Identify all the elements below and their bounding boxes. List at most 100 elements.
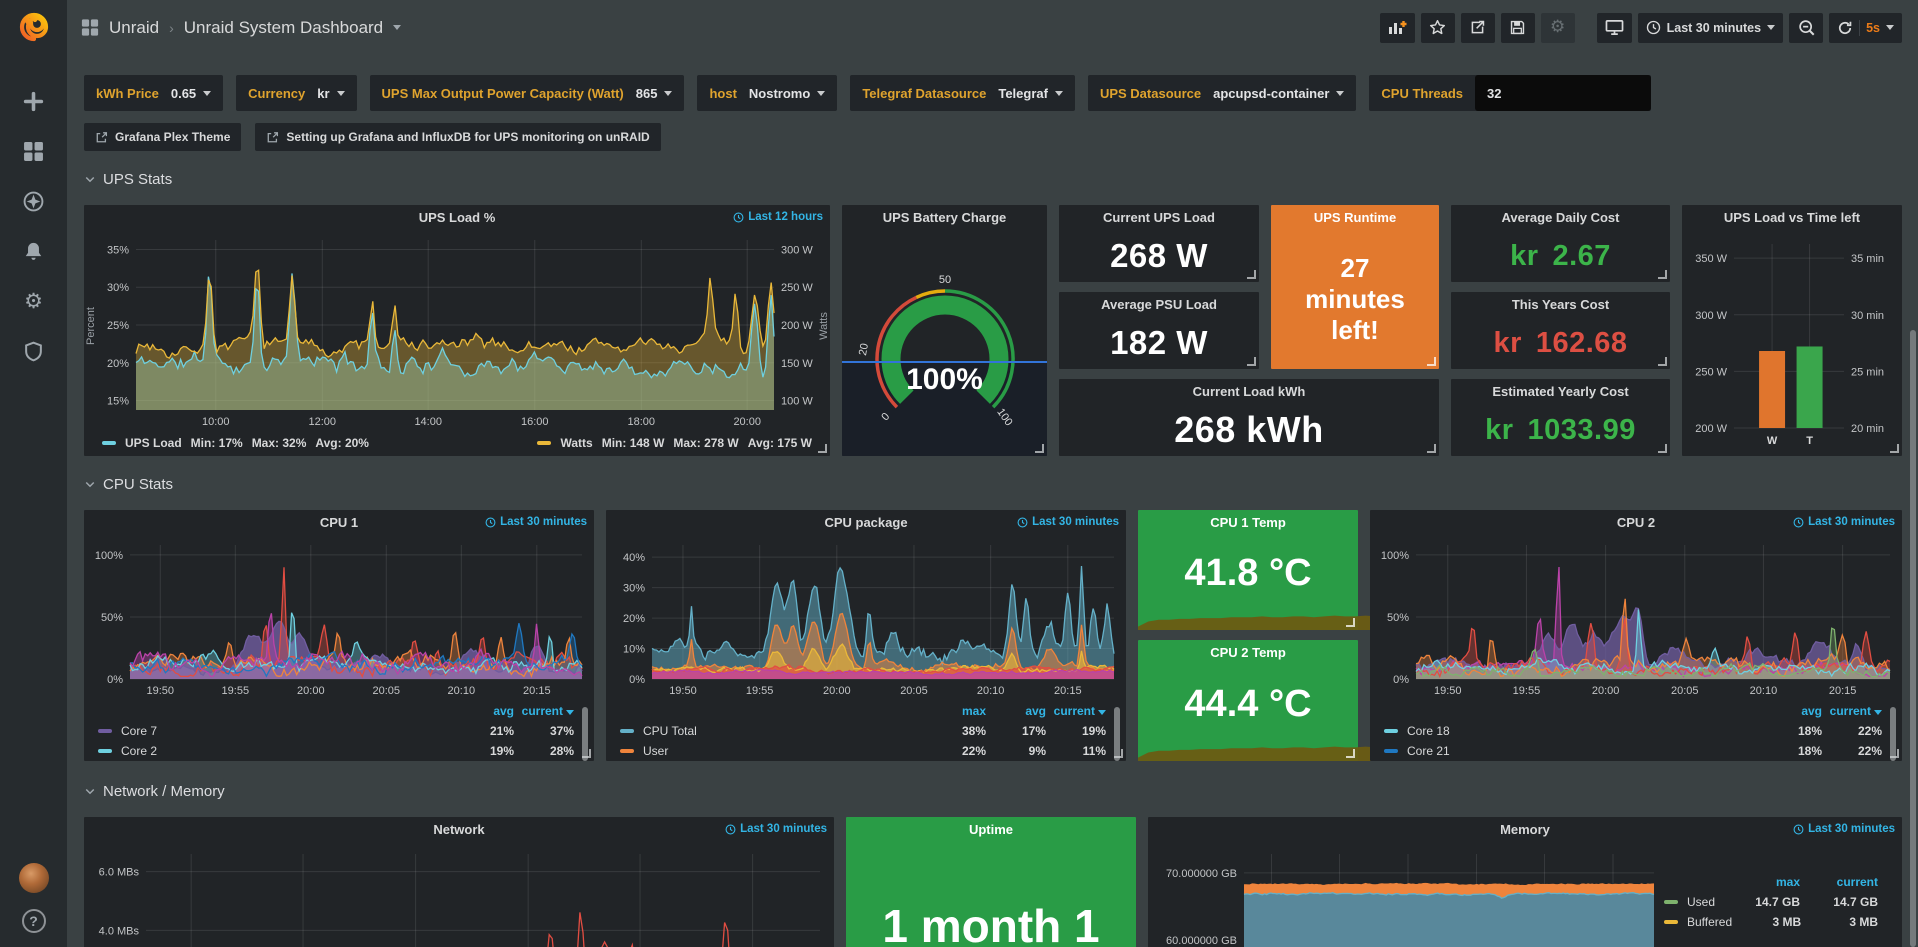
series-name[interactable]: User — [643, 744, 669, 758]
legend-sort-current[interactable]: current — [1822, 704, 1882, 718]
series-marker[interactable] — [537, 441, 552, 445]
variable-host[interactable]: host Nostromo — [697, 75, 838, 111]
variable-currency[interactable]: Currency kr — [236, 75, 357, 111]
series-name[interactable]: Used — [1687, 895, 1716, 909]
legend-sort-avg[interactable]: avg — [1025, 704, 1046, 718]
panel-title[interactable]: Current UPS Load — [1103, 210, 1215, 225]
refresh-button[interactable]: 5s — [1829, 12, 1902, 43]
panel-title[interactable]: CPU 2 Temp — [1210, 645, 1286, 660]
breadcrumb-root[interactable]: Unraid — [109, 17, 160, 37]
series-name[interactable]: Core 21 — [1407, 744, 1450, 758]
series-name[interactable]: Core 7 — [121, 724, 158, 738]
series-marker[interactable] — [1384, 729, 1398, 733]
panel-title[interactable]: Average Daily Cost — [1501, 210, 1620, 225]
svg-text:100 W: 100 W — [781, 396, 813, 408]
series-marker[interactable] — [1384, 749, 1398, 753]
panel-title[interactable]: UPS Runtime — [1313, 210, 1397, 225]
cpu-package-chart[interactable]: 0% 10% 20% 30% 40% 19:50 19:55 20:00 20:05 20:10 2… — [606, 535, 1126, 699]
ups-load-chart[interactable]: 15% 20% 25% 30% 35% 100 W 150 W 200 W 250 W 300 W… — [84, 230, 830, 430]
series-marker[interactable] — [98, 749, 112, 753]
explore-icon[interactable] — [23, 190, 45, 212]
panel-title[interactable]: CPU 1 Temp — [1210, 515, 1286, 530]
panel-title[interactable]: Network — [433, 822, 485, 837]
legend-sort-avg[interactable]: avg — [1801, 704, 1822, 718]
panel-title[interactable]: Current Load kWh — [1192, 384, 1306, 399]
share-button[interactable] — [1460, 12, 1495, 43]
series-name[interactable]: Core 18 — [1407, 724, 1450, 738]
dashboards-icon[interactable] — [23, 140, 45, 162]
section-header-ups-stats[interactable]: UPS Stats — [84, 165, 1902, 193]
legend-scrollbar[interactable] — [1114, 707, 1120, 761]
series-name[interactable]: Core 2 — [121, 744, 158, 758]
user-avatar[interactable] — [18, 863, 49, 893]
refresh-interval-label[interactable]: 5s — [1866, 20, 1880, 35]
panel-title[interactable]: Estimated Yearly Cost — [1492, 384, 1629, 399]
server-admin-shield-icon[interactable] — [23, 340, 45, 362]
series-marker[interactable] — [620, 729, 634, 733]
panel-title[interactable]: Average PSU Load — [1101, 297, 1217, 312]
panel-title[interactable]: UPS Load vs Time left — [1723, 210, 1861, 225]
link-grafana-plex-theme[interactable]: Grafana Plex Theme — [84, 123, 242, 151]
section-header-network-memory[interactable]: Network / Memory — [84, 777, 1902, 805]
help-icon[interactable]: ? — [21, 909, 46, 933]
series-name[interactable]: UPS Load — [125, 436, 182, 450]
legend-sort-current[interactable]: current — [514, 704, 574, 718]
panel-title[interactable]: Memory — [1500, 822, 1550, 837]
legend-sort-max[interactable]: max — [961, 704, 986, 718]
series-marker[interactable] — [98, 729, 112, 733]
panel-title[interactable]: CPU 1 — [319, 515, 359, 530]
configuration-icon[interactable]: ⚙ — [24, 288, 43, 313]
save-button[interactable] — [1500, 12, 1535, 43]
breadcrumb-caret-icon[interactable] — [393, 25, 402, 30]
series-name[interactable]: CPU Total — [643, 724, 697, 738]
add-panel-button[interactable] — [1379, 12, 1415, 43]
legend-sort-current[interactable]: current — [1836, 875, 1878, 889]
legend-scrollbar[interactable] — [1890, 707, 1896, 761]
legend-row: Buffered 3 MB 3 MB — [1664, 912, 1878, 932]
create-icon[interactable] — [23, 90, 45, 112]
stat-value: 27 minutes left! — [1305, 253, 1405, 345]
time-range-picker[interactable]: Last 30 minutes — [1637, 12, 1784, 43]
svg-text:100%: 100% — [1381, 550, 1409, 562]
legend-sort-max[interactable]: max — [1775, 875, 1800, 889]
panel-title[interactable]: CPU 2 — [1616, 515, 1656, 530]
panel-title[interactable]: CPU package — [824, 515, 908, 530]
series-name[interactable]: Watts — [560, 436, 593, 450]
zoom-out-button[interactable] — [1789, 12, 1824, 43]
page-scrollbar[interactable] — [1910, 330, 1916, 947]
breadcrumb-page-title[interactable]: Unraid System Dashboard — [183, 17, 384, 37]
link-ups-monitoring-guide[interactable]: Setting up Grafana and InfluxDB for UPS … — [255, 123, 661, 151]
legend-sort-avg[interactable]: avg — [493, 704, 514, 718]
variable-ups-max-output[interactable]: UPS Max Output Power Capacity (Watt) 865 — [369, 75, 685, 111]
panel-title[interactable]: UPS Load % — [418, 210, 496, 225]
star-button[interactable] — [1420, 12, 1455, 43]
variable-ups-datasource[interactable]: UPS Datasource apcupsd-container — [1087, 75, 1357, 111]
alerting-icon[interactable] — [23, 240, 45, 262]
legend-sort-current[interactable]: current — [1046, 704, 1106, 718]
cycle-view-monitor-button[interactable] — [1596, 12, 1632, 43]
legend-scrollbar[interactable] — [582, 707, 588, 761]
series-marker[interactable] — [102, 441, 116, 445]
battery-gauge[interactable]: 0 20 50 100 — [850, 273, 1040, 433]
series-name[interactable]: Buffered — [1687, 915, 1733, 929]
series-marker[interactable] — [1664, 920, 1678, 924]
panel-title[interactable]: Uptime — [968, 822, 1014, 837]
section-header-cpu-stats[interactable]: CPU Stats — [84, 470, 1902, 498]
variable-kwh-price[interactable]: kWh Price 0.65 — [84, 75, 224, 111]
dashboard-settings-button[interactable]: ⚙ — [1540, 12, 1575, 43]
svg-text:30%: 30% — [107, 282, 129, 294]
cpu1-chart[interactable]: 0% 50% 100% 19:50 19:55 20:00 20:05 20:10 20:15 — [84, 535, 594, 699]
series-marker[interactable] — [620, 749, 634, 753]
ups-load-vs-time-chart[interactable]: 200 W 250 W 300 W 350 W 20 min 25 min 30 min 35… — [1682, 230, 1902, 452]
dashboard-grid-icon[interactable] — [81, 19, 99, 37]
grafana-logo-icon[interactable] — [17, 10, 51, 44]
cpu-threads-input[interactable] — [1475, 75, 1652, 111]
variable-telegraf-datasource[interactable]: Telegraf Datasource Telegraf — [850, 75, 1075, 111]
series-marker[interactable] — [1664, 900, 1678, 904]
panel-title[interactable]: This Years Cost — [1511, 297, 1610, 312]
panel-title[interactable]: UPS Battery Charge — [882, 210, 1007, 225]
variable-value: 0.65 — [170, 85, 197, 101]
cpu2-chart[interactable]: 0% 50% 100% 19:50 19:55 20:00 20:05 20:10 20:15 — [1370, 535, 1902, 699]
